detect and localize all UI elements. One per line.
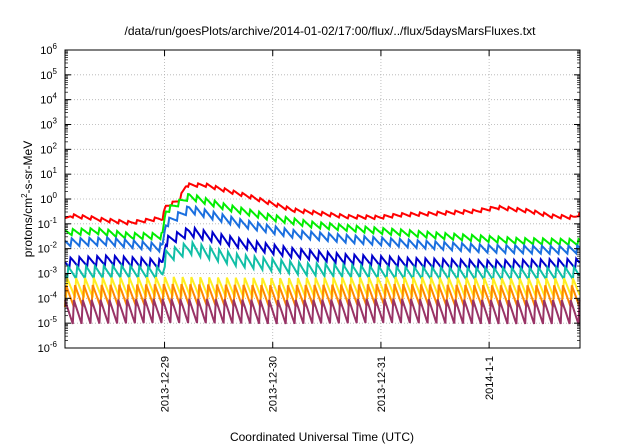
y-tick-label: 102 [40, 141, 57, 156]
y-tick-label: 10-6 [38, 340, 58, 355]
y-tick-exponent: -3 [50, 266, 58, 275]
y-tick-base: 10 [40, 144, 52, 156]
series-line-1 [64, 182, 581, 226]
y-tick-label: 10-3 [38, 266, 58, 281]
y-tick-base: 10 [40, 70, 52, 82]
y-tick-exponent: -5 [50, 315, 58, 324]
y-tick-base: 10 [40, 169, 52, 181]
y-tick-exponent: -6 [50, 340, 58, 349]
y-tick-exponent: -1 [50, 216, 58, 225]
y-tick-label: 10-4 [38, 290, 58, 305]
y-tick-base: 10 [38, 269, 50, 281]
y-tick-label: 100 [40, 191, 57, 206]
y-axis-label-sup: 2 [20, 193, 29, 198]
y-tick-exponent: 5 [53, 67, 58, 76]
series-layer [64, 182, 581, 325]
y-tick-label: 101 [40, 166, 57, 181]
y-axis-label: protons/cm2-s-sr-MeV [20, 141, 35, 257]
x-tick-label: 2013-12-29 [160, 356, 172, 412]
y-tick-exponent: -2 [50, 241, 58, 250]
y-axis: 10-610-510-410-310-210-11001011021031041… [38, 42, 580, 355]
y-tick-exponent: -4 [50, 290, 58, 299]
y-tick-base: 10 [38, 318, 50, 330]
y-tick-base: 10 [38, 244, 50, 256]
x-axis-label: Coordinated Universal Time (UTC) [230, 430, 414, 444]
y-tick-label: 106 [40, 42, 57, 57]
y-tick-base: 10 [38, 293, 50, 305]
x-axis: 2013-12-29 2013-12-30 2013-12-31 2014-1-1 [160, 50, 496, 412]
series-line-3 [64, 204, 581, 256]
y-tick-exponent: 0 [53, 191, 58, 200]
y-tick-label: 10-2 [38, 241, 58, 256]
y-tick-base: 10 [40, 120, 52, 132]
series-line-5 [64, 239, 581, 284]
y-tick-exponent: 6 [53, 42, 58, 51]
y-tick-label: 105 [40, 67, 57, 82]
x-tick-label: 2013-12-30 [268, 356, 280, 412]
y-tick-base: 10 [40, 95, 52, 107]
y-tick-exponent: 2 [53, 141, 58, 150]
y-tick-label: 10-1 [38, 216, 58, 231]
x-tick-label: 2013-12-31 [376, 356, 388, 412]
y-tick-base: 10 [40, 45, 52, 57]
series-line-2 [64, 192, 581, 248]
y-tick-exponent: 1 [53, 166, 58, 175]
y-tick-base: 10 [38, 219, 50, 231]
y-tick-base: 10 [38, 343, 50, 355]
y-tick-label: 10-5 [38, 315, 58, 330]
y-tick-exponent: 4 [53, 92, 58, 101]
y-tick-base: 10 [40, 194, 52, 206]
chart-title: /data/run/goesPlots/archive/2014-01-02/1… [125, 24, 537, 38]
y-axis-label-base: protons/cm [21, 198, 35, 257]
y-axis-label-tail: -s-sr-MeV [21, 141, 35, 194]
y-tick-label: 104 [40, 92, 57, 107]
series-line-8 [64, 298, 581, 325]
y-tick-exponent: 3 [53, 117, 58, 126]
y-tick-label: 103 [40, 117, 57, 132]
x-tick-label: 2014-1-1 [484, 356, 496, 400]
